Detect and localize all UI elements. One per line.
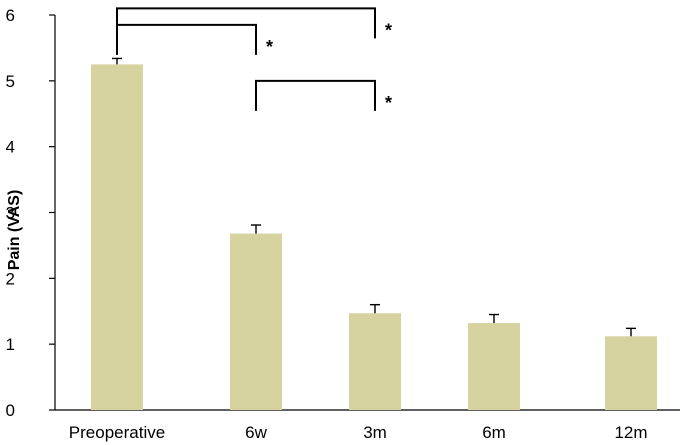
significance-bracket: [116, 7, 376, 39]
x-tick-label: 6w: [245, 423, 267, 442]
tick-labels: 0 1 2 3 4 5 6 Preoperative 6w 3m 6m 12m: [6, 6, 648, 442]
x-tick-label: Preoperative: [69, 423, 165, 442]
bar: [230, 233, 282, 410]
significance-bracket: [255, 79, 376, 111]
significance-brackets: * * *: [116, 7, 392, 113]
x-tick-label: 3m: [363, 423, 387, 442]
x-tick-label: 12m: [614, 423, 647, 442]
bars: [91, 64, 657, 410]
y-tick-label: 3: [6, 204, 15, 223]
y-tick-label: 2: [6, 269, 15, 288]
x-tick-label: 6m: [482, 423, 506, 442]
significance-marker: *: [266, 37, 273, 57]
significance-marker: *: [385, 20, 392, 40]
bar: [91, 64, 143, 410]
y-tick-label: 5: [6, 72, 15, 91]
error-bars: [112, 57, 636, 337]
y-tick-label: 6: [6, 6, 15, 25]
bar: [468, 323, 520, 410]
bar: [349, 313, 401, 410]
y-tick-label: 0: [6, 401, 15, 420]
y-tick-label: 4: [6, 138, 15, 157]
bar: [605, 336, 657, 410]
significance-bracket: [116, 23, 257, 55]
y-axis-label: Pain (VAS): [6, 190, 23, 271]
y-tick-label: 1: [6, 335, 15, 354]
significance-marker: *: [385, 93, 392, 113]
